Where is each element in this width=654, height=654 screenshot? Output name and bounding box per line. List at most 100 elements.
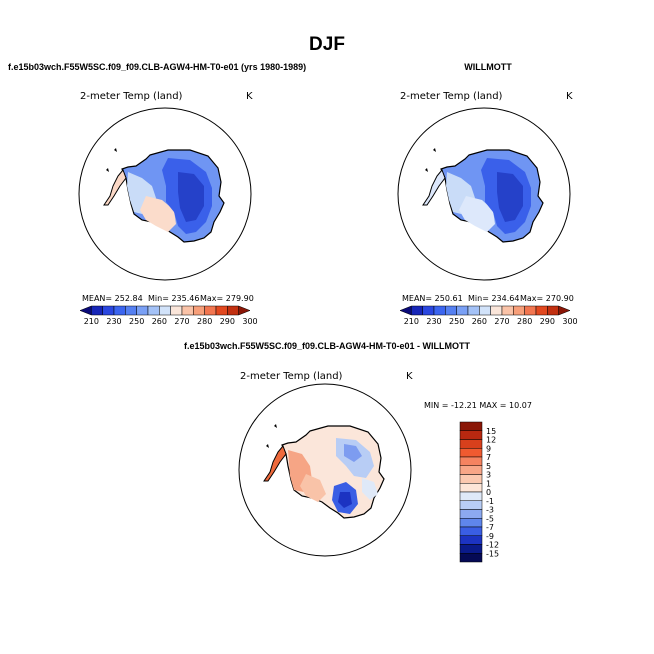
- panel-c-colorbar-swatch: [459, 456, 483, 466]
- panel-a-colorbar-swatch: [181, 305, 194, 316]
- panel-a-colorbar-swatch: [91, 305, 103, 316]
- panel-c-colorbar-tick-label: 1: [486, 479, 491, 488]
- panel-c-colorbar-swatch: [459, 421, 483, 431]
- panel-c-colorbar-swatch: [459, 553, 483, 563]
- panel-c-colorbar-swatch: [459, 430, 483, 440]
- panel-b: 2-meter Temp (land) K MEAN= 250.61 Min= …: [397, 91, 578, 326]
- panel-b-ross-shelf: [459, 196, 495, 232]
- panel-b-mean: MEAN= 250.61: [402, 294, 463, 303]
- panel-b-colorbar-swatch: [422, 305, 435, 316]
- panel-c-header: f.e15b03wch.F55W5SC.f09_f09.CLB-AGW4-HM-…: [184, 341, 471, 351]
- panel-b-colorbar-tick-label: 290: [540, 317, 555, 326]
- panel-a-ross-shelf: [140, 196, 176, 232]
- panel-b-colorbar-swatch: [490, 305, 503, 316]
- panel-c-cool-coast: [362, 478, 378, 500]
- panel-a-colorbar-swatch: [215, 305, 228, 316]
- panel-c-colorbar-tick-label: 3: [486, 471, 491, 480]
- panel-b-colorbar-swatch: [467, 305, 480, 316]
- panel-a-colorbar-swatch: [136, 305, 149, 316]
- panel-a-colorbar-tick-label: 250: [129, 317, 144, 326]
- panel-a-units: K: [246, 91, 253, 102]
- panel-a-colorbar-tick-label: 300: [242, 317, 257, 326]
- panel-a-mean: MEAN= 252.84: [82, 294, 143, 303]
- panel-c-colorbar-tick-label: 12: [486, 436, 496, 445]
- panel-b-colorbar-tick-label: 230: [426, 317, 441, 326]
- panel-b-colorbar-tick-label: 210: [404, 317, 419, 326]
- panel-b-colorbar-swatch: [501, 305, 514, 316]
- panel-c-colorbar-tick-label: 7: [486, 453, 491, 462]
- panel-c-colorbar-swatch: [459, 483, 483, 493]
- panel-a: 2-meter Temp (land) K MEAN= 252.84 Min= …: [78, 91, 258, 326]
- panel-a-max: Max= 279.90: [200, 294, 254, 303]
- panel-b-colorbar-swatch: [445, 305, 457, 316]
- panel-b-colorbar-swatch: [479, 305, 491, 316]
- panel-a-colorbar-swatch: [170, 305, 183, 316]
- panel-a-colorbar-tick-label: 280: [197, 317, 212, 326]
- panel-c-colorbar-swatch: [459, 448, 483, 458]
- panel-c-title: 2-meter Temp (land): [240, 371, 343, 382]
- panel-c-colorbar-swatch: [459, 474, 483, 484]
- panel-c-colorbar-swatch: [459, 500, 483, 510]
- panel-b-colorbar-tick-label: 270: [494, 317, 509, 326]
- panel-c-colorbar-tick-label: 5: [486, 462, 491, 471]
- panel-a-colorbar-tick-label: 270: [174, 317, 189, 326]
- panel-a-min: Min= 235.46: [148, 294, 199, 303]
- panel-b-colorbar-swatch: [456, 305, 469, 316]
- panel-a-colorbar-tick-label: 290: [220, 317, 235, 326]
- panel-b-colorbar-swatch: [558, 305, 571, 316]
- panel-c-colorbar-tick-label: -3: [486, 506, 494, 515]
- panel-b-colorbar-tick-label: 260: [472, 317, 487, 326]
- panel-c-colorbar-swatch: [459, 535, 483, 545]
- panel-b-colorbar-swatch: [411, 305, 423, 316]
- panel-a-colorbar-tick-label: 230: [106, 317, 121, 326]
- panel-b-colorbar-tick-label: 280: [517, 317, 532, 326]
- panel-b-colorbar-swatch: [535, 305, 548, 316]
- panel-a-title: 2-meter Temp (land): [80, 91, 183, 102]
- panel-c-colorbar-tick-label: -9: [486, 532, 494, 541]
- panel-b-header: WILLMOTT: [464, 62, 512, 72]
- panel-a-colorbar: 210 230 250 260 270 280 290 300: [79, 305, 258, 326]
- panel-b-peninsula: [422, 169, 446, 206]
- panel-b-colorbar: 210 230 250 260 270 280 290 300: [399, 305, 578, 326]
- panel-c-colorbar-swatch: [459, 544, 483, 554]
- panel-b-min: Min= 234.64: [468, 294, 519, 303]
- panel-c-warm-ross: [300, 474, 326, 502]
- panel-a-colorbar-swatch: [125, 305, 137, 316]
- panel-a-colorbar-swatch: [159, 305, 171, 316]
- panel-c-peninsula: [263, 445, 287, 482]
- panel-c-colorbar-tick-label: -15: [486, 549, 499, 558]
- panel-c-minmax: MIN = -12.21 MAX = 10.07: [424, 401, 532, 410]
- figure-title: DJF: [309, 34, 345, 55]
- panel-b-colorbar-swatch: [524, 305, 537, 316]
- panel-c-colorbar-swatch: [459, 491, 483, 501]
- panel-b-colorbar-swatch: [513, 305, 525, 316]
- panel-b-colorbar-tick-label: 300: [562, 317, 577, 326]
- panel-a-header: f.e15b03wch.F55W5SC.f09_f09.CLB-AGW4-HM-…: [8, 62, 306, 72]
- panel-b-colorbar-tick-label: 250: [449, 317, 464, 326]
- panel-b-colorbar-swatch: [399, 305, 412, 316]
- panel-c-units: K: [406, 371, 413, 382]
- panel-c-colorbar-swatch: [459, 509, 483, 519]
- panel-a-colorbar-swatch: [79, 305, 92, 316]
- panel-c: 2-meter Temp (land) K MIN = -12.21 MAX =…: [238, 371, 532, 563]
- panel-c-colorbar-tick-label: 0: [486, 488, 491, 497]
- panel-a-colorbar-tick-label: 210: [84, 317, 99, 326]
- panel-c-colorbar-swatch: [459, 526, 483, 536]
- panel-a-colorbar-swatch: [113, 305, 126, 316]
- panel-c-colorbar-tick-label: -12: [486, 541, 499, 550]
- panel-c-colorbar-swatch: [459, 465, 483, 475]
- panel-a-colorbar-swatch: [238, 305, 251, 316]
- panel-c-cool-spot-a: [344, 444, 362, 462]
- panel-c-colorbar-tick-label: -1: [486, 497, 494, 506]
- panel-c-colorbar-swatch: [459, 518, 483, 528]
- panel-c-colorbar-tick-label: -5: [486, 514, 494, 523]
- panel-a-colorbar-swatch: [227, 305, 239, 316]
- panel-a-colorbar-swatch: [193, 305, 205, 316]
- panel-a-colorbar-swatch: [204, 305, 217, 316]
- panel-b-title: 2-meter Temp (land): [400, 91, 503, 102]
- panel-a-colorbar-tick-label: 260: [152, 317, 167, 326]
- panel-b-max: Max= 270.90: [520, 294, 574, 303]
- panel-b-colorbar-swatch: [547, 305, 559, 316]
